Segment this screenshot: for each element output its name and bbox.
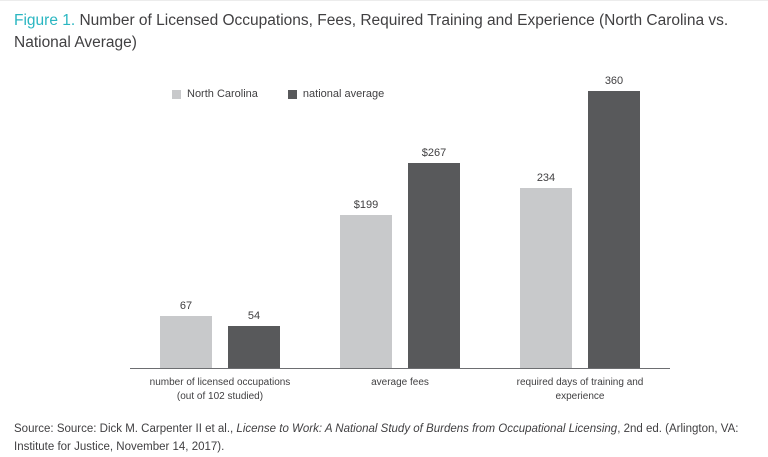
category-label: required days of training and experience xyxy=(516,377,644,402)
bar-north-carolina: $199 xyxy=(340,74,392,368)
source-note: Source: Source: Dick M. Carpenter II et … xyxy=(14,421,754,457)
legend-item-north-carolina: North Carolina xyxy=(172,88,258,100)
legend-item-national-average: national average xyxy=(287,88,385,100)
bar-value-label: 234 xyxy=(536,172,556,184)
legend-swatch-icon xyxy=(172,89,181,99)
figure-title-text: Number of Licensed Occupations, Fees, Re… xyxy=(14,12,729,51)
category-label: number of licensed occupations (out of 1… xyxy=(149,377,291,402)
bar-value-label: 67 xyxy=(179,300,193,312)
legend-label: North Carolina xyxy=(187,88,258,100)
bar-value-label: $267 xyxy=(421,147,447,159)
category-labels: number of licensed occupations (out of 1… xyxy=(130,376,670,404)
bar-group: 234 360 xyxy=(490,74,670,368)
bar xyxy=(228,326,280,368)
plot-area: 67 54 $199 $267 234 360 xyxy=(130,74,670,369)
bar-chart: North Carolina national average 67 54 $199… xyxy=(130,74,670,404)
legend-label: national average xyxy=(302,88,385,100)
figure-number-label: Figure 1. xyxy=(14,12,76,29)
legend-swatch-icon xyxy=(287,89,297,99)
bar xyxy=(160,316,212,368)
bar-national-average: $267 xyxy=(408,74,460,368)
category-label: average fees xyxy=(371,377,429,388)
chart-legend: North Carolina national average xyxy=(172,88,384,100)
bar xyxy=(588,91,640,368)
bar-national-average: 54 xyxy=(228,74,280,368)
bar-group: $199 $267 xyxy=(310,74,490,368)
bar xyxy=(408,163,460,368)
figure-title: Figure 1. Number of Licensed Occupations… xyxy=(14,10,754,54)
bar-value-label: 360 xyxy=(604,75,624,87)
bar-north-carolina: 67 xyxy=(160,74,212,368)
source-text-pre: Source: Source: Dick M. Carpenter II et … xyxy=(14,423,237,435)
bar-national-average: 360 xyxy=(588,74,640,368)
bar xyxy=(340,215,392,368)
bar xyxy=(520,188,572,368)
bar-north-carolina: 234 xyxy=(520,74,572,368)
bar-value-label: 54 xyxy=(247,310,261,322)
source-text-italic: License to Work: A National Study of Bur… xyxy=(236,423,618,435)
bar-value-label: $199 xyxy=(353,199,379,211)
bar-group: 67 54 xyxy=(130,74,310,368)
